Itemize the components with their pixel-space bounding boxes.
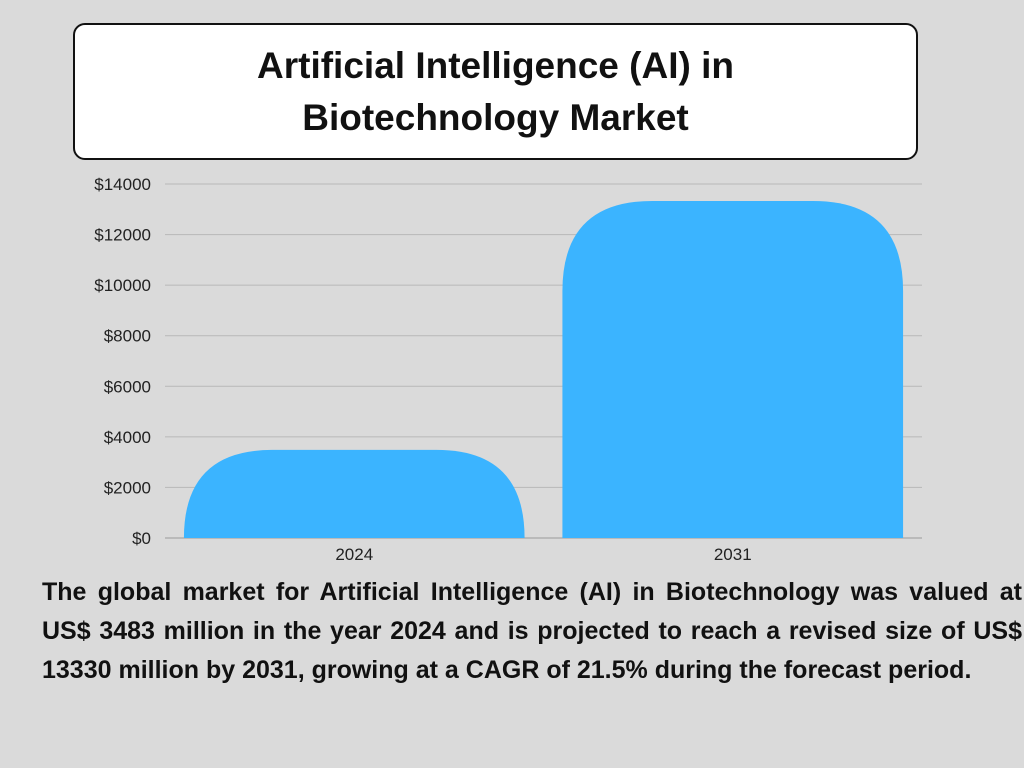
market-description: The global market for Artificial Intelli…	[42, 578, 1022, 684]
x-tick-label: 2031	[714, 545, 752, 564]
y-tick-label: $2000	[104, 478, 151, 497]
bar-2031	[562, 200, 904, 538]
y-tick-label: $10000	[94, 276, 151, 295]
x-axis-ticks: 2024 2031	[335, 545, 751, 564]
y-tick-label: $6000	[104, 377, 151, 396]
y-tick-label: $14000	[94, 175, 151, 194]
bar-chart: $0 $2000 $4000 $6000 $8000 $10000 $12000 $14000…	[94, 175, 922, 564]
y-tick-label: $12000	[94, 226, 151, 245]
y-tick-label: $0	[132, 529, 151, 548]
bar-2024	[183, 449, 525, 538]
chart-title: Artificial Intelligence (AI) in Biotechn…	[257, 44, 734, 138]
y-axis-ticks: $0 $2000 $4000 $6000 $8000 $10000 $12000 $14000	[94, 175, 151, 548]
chart-title-box: Artificial Intelligence (AI) in Biotechn…	[73, 23, 918, 160]
x-tick-label: 2024	[335, 545, 373, 564]
y-tick-label: $4000	[104, 428, 151, 447]
bars	[183, 200, 904, 538]
y-tick-label: $8000	[104, 327, 151, 346]
